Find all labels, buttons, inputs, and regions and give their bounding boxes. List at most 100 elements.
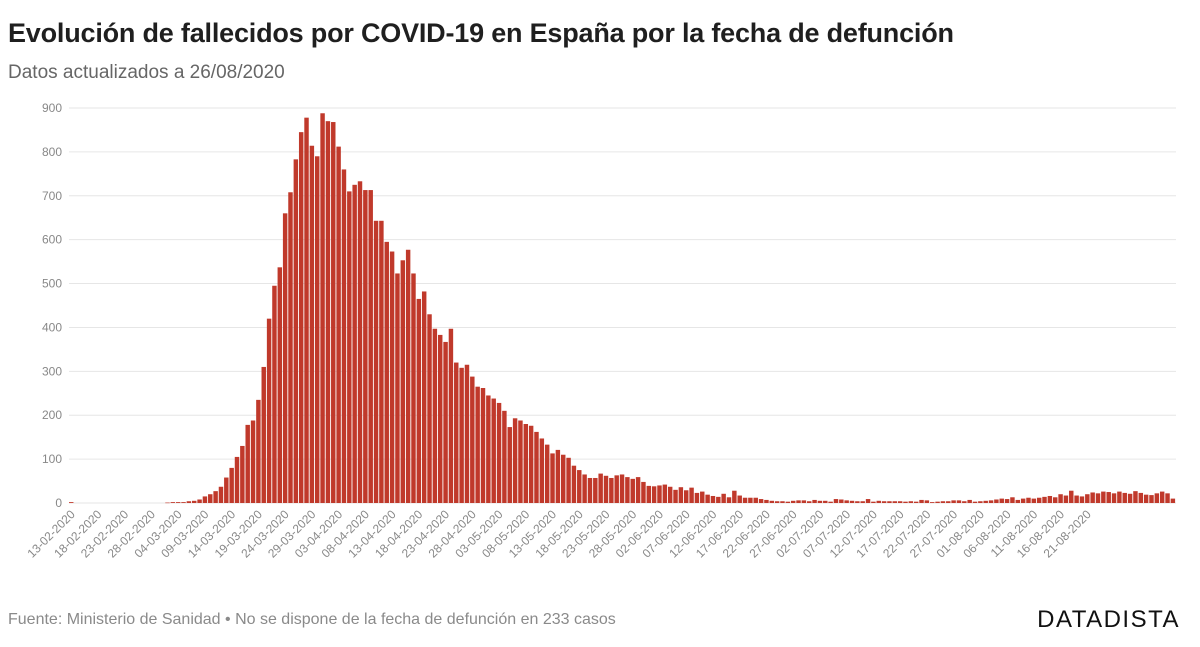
bar (331, 122, 336, 503)
bar (657, 485, 662, 503)
bar (165, 502, 170, 504)
bar (962, 501, 967, 503)
bar (871, 501, 876, 503)
bar (315, 156, 320, 503)
bar (630, 478, 635, 503)
bar (325, 121, 331, 504)
y-axis-ticks: 0 100 200 300 400 500 600 700 800 900 (42, 101, 62, 510)
bar (748, 497, 753, 503)
bar (999, 498, 1004, 503)
bar (1069, 490, 1074, 503)
bar (432, 328, 438, 503)
bar (646, 485, 652, 503)
bar (1004, 499, 1010, 503)
bar (764, 499, 769, 503)
bar (288, 192, 293, 503)
bar (1079, 496, 1085, 503)
bar (839, 499, 844, 503)
bar-chart: 0 100 200 300 400 500 600 700 800 900 13-02-20201… (24, 101, 1176, 561)
bar (395, 273, 400, 503)
bar (972, 501, 978, 503)
bar (860, 501, 865, 503)
bar (844, 500, 849, 503)
bar (1133, 491, 1138, 503)
bar (732, 490, 737, 503)
bar (753, 497, 758, 503)
bar (368, 190, 373, 503)
bar (298, 132, 304, 503)
bar (913, 501, 919, 503)
bar (1127, 493, 1133, 503)
bar (946, 501, 951, 503)
y-tick-label: 500 (42, 277, 62, 291)
bar (320, 113, 325, 504)
bar (1058, 494, 1063, 503)
bar (528, 425, 534, 503)
bar (218, 486, 224, 503)
bar (1036, 497, 1042, 503)
bar (347, 191, 352, 503)
bar (684, 490, 689, 503)
bar (550, 453, 555, 503)
bar (1042, 496, 1047, 503)
bar (919, 499, 924, 503)
y-tick-label: 600 (42, 233, 62, 247)
bar (175, 502, 181, 503)
bar (737, 495, 742, 503)
bar (363, 190, 368, 503)
bar (224, 477, 229, 503)
bar (742, 497, 748, 503)
bar (480, 388, 486, 503)
bar (812, 499, 817, 503)
bar (1031, 498, 1037, 503)
bar (1026, 497, 1031, 503)
bar (1165, 493, 1170, 503)
bar (213, 491, 218, 503)
bar (304, 117, 309, 503)
bar (593, 477, 598, 503)
chart-subtitle: Datos actualizados a 26/08/2020 (8, 62, 285, 83)
bar (689, 487, 694, 503)
bar (833, 499, 839, 503)
bar (577, 470, 582, 503)
bar (849, 500, 855, 503)
bar (1095, 493, 1101, 503)
bar (282, 213, 288, 503)
bar (614, 475, 619, 503)
bar (507, 427, 512, 503)
bar (384, 241, 389, 504)
bar (609, 477, 614, 503)
bar (459, 367, 464, 503)
bar (881, 501, 887, 503)
bar (1117, 491, 1122, 503)
bar (1074, 495, 1079, 503)
bar (983, 500, 988, 503)
bar (69, 502, 74, 503)
bar (234, 456, 240, 503)
bar (924, 500, 930, 503)
bar (598, 473, 603, 503)
bar (464, 364, 470, 503)
bar (667, 486, 673, 503)
bar (785, 501, 791, 503)
bar (502, 410, 507, 503)
bar (796, 500, 801, 503)
bar (1143, 494, 1149, 503)
bar (817, 500, 823, 503)
bar (571, 465, 577, 503)
bar (1101, 491, 1106, 503)
bar (828, 501, 833, 503)
bar (994, 499, 999, 503)
bar (496, 402, 502, 503)
bar (266, 318, 272, 503)
bar (892, 501, 898, 503)
bar (416, 298, 422, 503)
bar (769, 500, 775, 503)
bar (1020, 498, 1026, 503)
bar (293, 159, 299, 503)
bar (651, 486, 657, 503)
bar (197, 499, 202, 503)
bar (1154, 493, 1160, 503)
y-tick-label: 0 (55, 496, 62, 510)
brand-logo: DATADISTA (1037, 606, 1180, 633)
